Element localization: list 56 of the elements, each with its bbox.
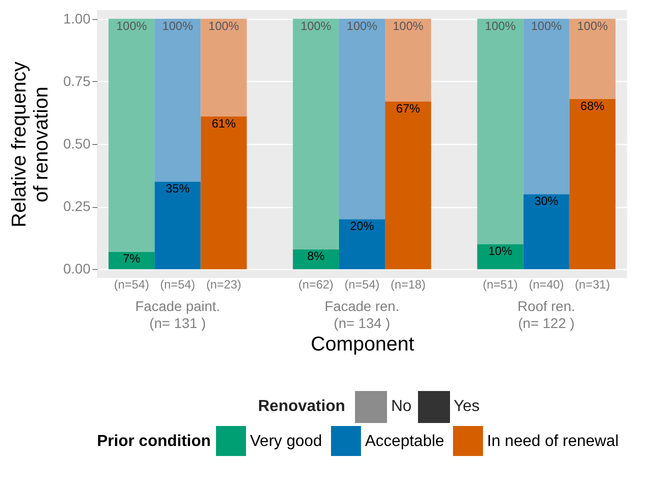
total-label: 100%: [346, 18, 378, 33]
total-label: 100%: [392, 18, 424, 33]
data-label: 68%: [580, 98, 605, 113]
total-label: 100%: [577, 18, 608, 33]
bar: [523, 18, 570, 194]
legend-label: Very good: [250, 433, 322, 450]
x-tick-label: (n=51): [482, 278, 518, 292]
x-tick-label: (n=54): [160, 278, 196, 292]
bar: [154, 18, 201, 182]
bar: [338, 219, 386, 270]
text: Renovation: [258, 398, 346, 416]
y-tick-label: 1.00: [63, 10, 91, 26]
bar: [569, 98, 616, 270]
bar: [292, 249, 339, 270]
data-label: 67%: [396, 101, 420, 116]
total-label: 100%: [208, 18, 240, 33]
y-tick-label: 0.50: [63, 136, 91, 152]
y-axis-title: Relative frequency of renovation: [8, 62, 52, 228]
y-tick-label: 0.25: [63, 198, 91, 214]
legend-title: Prior condition: [97, 433, 211, 450]
bar: [523, 194, 570, 270]
text: No: [391, 398, 412, 416]
data-label: 10%: [488, 244, 513, 258]
total-label: 100%: [116, 18, 148, 33]
x-tick-label: (n=62): [298, 278, 334, 292]
legend-label: In need of renewal: [487, 433, 619, 450]
y-tick-label: 0.75: [63, 72, 91, 89]
x-tick-label: (n=31): [574, 278, 610, 292]
text: Facade paint. (n= 131 ): [135, 298, 220, 331]
total-label: 100%: [530, 18, 562, 33]
total-label: 100%: [484, 18, 516, 33]
text: Roof ren. (n= 122 ): [518, 298, 576, 331]
bar: [385, 101, 432, 270]
x-tick-label: (n=54): [114, 278, 150, 292]
data-label: 8%: [307, 249, 325, 264]
x-tick-label: (n=54): [344, 278, 380, 292]
y-tick-label: 0.00: [63, 260, 91, 277]
legend-label: Acceptable: [365, 433, 444, 450]
data-label: 35%: [166, 182, 190, 196]
data-label: 30%: [534, 194, 559, 208]
data-label: 20%: [350, 219, 374, 234]
data-label: 7%: [122, 252, 141, 266]
bar: [477, 244, 524, 270]
bar: [200, 116, 247, 270]
data-label: 61%: [212, 116, 236, 130]
x-tick-label: (n=18): [390, 278, 426, 292]
total-label: 100%: [162, 18, 194, 33]
text: Facade ren. (n= 134 ): [324, 298, 400, 331]
total-label: 100%: [300, 18, 332, 33]
bar: [108, 252, 155, 270]
bar: [154, 182, 201, 270]
bar: [338, 18, 386, 220]
x-tick-label: (n=23): [206, 278, 242, 292]
text: Yes: [454, 398, 480, 416]
x-axis-title: Component: [310, 334, 415, 356]
x-tick-label: (n=40): [528, 278, 564, 292]
